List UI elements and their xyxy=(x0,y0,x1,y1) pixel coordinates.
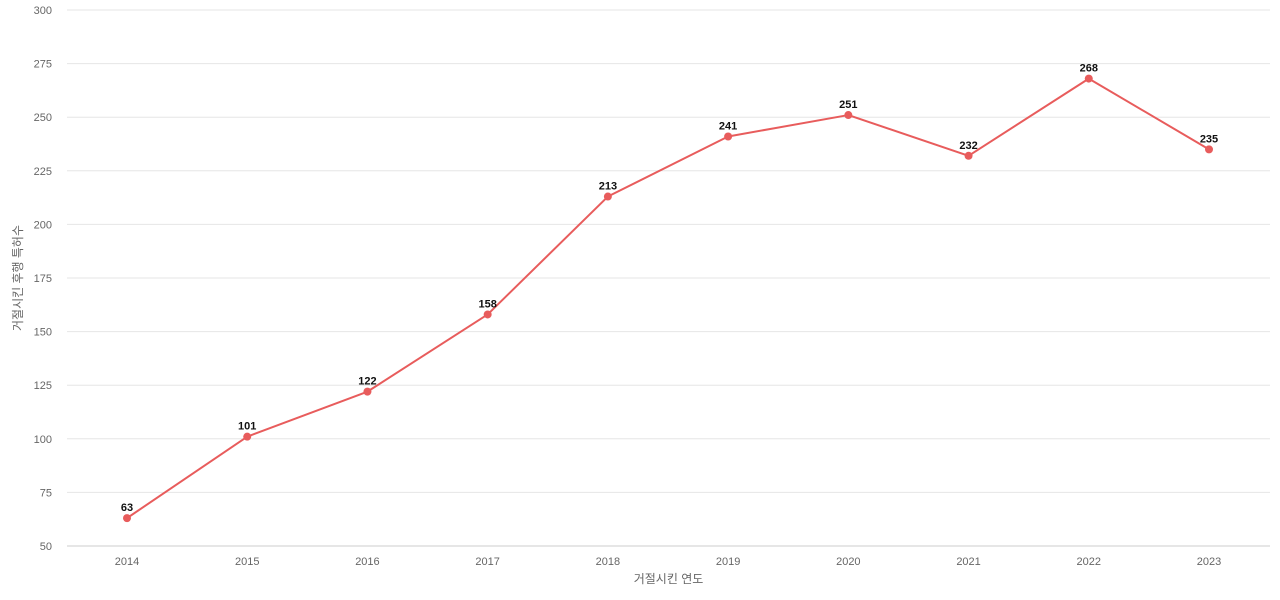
data-label: 241 xyxy=(719,120,737,132)
data-label: 63 xyxy=(121,502,133,514)
data-point[interactable] xyxy=(844,111,853,120)
y-tick-label: 200 xyxy=(34,219,52,231)
x-tick-label: 2018 xyxy=(596,556,620,568)
y-tick-label: 250 xyxy=(34,112,52,124)
data-point[interactable] xyxy=(1084,74,1093,83)
data-label: 235 xyxy=(1200,133,1218,145)
data-point[interactable] xyxy=(483,310,492,319)
x-tick-label: 2021 xyxy=(956,556,980,568)
y-tick-label: 75 xyxy=(40,487,52,499)
series-line xyxy=(126,77,1210,519)
data-point[interactable] xyxy=(1205,145,1213,154)
data-point[interactable] xyxy=(603,192,612,201)
y-tick-label: 175 xyxy=(34,273,52,285)
data-point[interactable] xyxy=(243,432,252,441)
data-label: 232 xyxy=(959,140,977,152)
y-axis-ticks: 50 75 100 125 150 175 200 225 250 275 300 xyxy=(34,5,52,553)
x-axis-title: 거절시킨 연도 xyxy=(634,572,704,586)
x-tick-label: 2017 xyxy=(475,556,499,568)
y-tick-label: 225 xyxy=(34,166,52,178)
y-tick-label: 100 xyxy=(34,434,52,446)
data-label: 122 xyxy=(358,376,376,388)
x-tick-label: 2014 xyxy=(115,556,139,568)
data-label: 101 xyxy=(238,421,256,433)
data-label: 158 xyxy=(478,298,496,310)
y-tick-label: 50 xyxy=(40,541,52,553)
x-tick-label: 2022 xyxy=(1077,556,1101,568)
x-axis-ticks: 2014 2015 2016 2017 2018 2019 2020 2021 2022 2023 xyxy=(115,556,1221,568)
data-point[interactable] xyxy=(363,387,372,396)
series-group: 63 101 122 158 213 241 251 232 268 235 xyxy=(121,63,1218,523)
x-tick-label: 2020 xyxy=(836,556,860,568)
data-point[interactable] xyxy=(123,514,131,523)
data-label: 268 xyxy=(1080,63,1098,75)
y-tick-label: 300 xyxy=(34,5,52,17)
x-tick-label: 2019 xyxy=(716,556,740,568)
x-tick-label: 2023 xyxy=(1197,556,1221,568)
data-point[interactable] xyxy=(964,151,973,160)
y-tick-label: 275 xyxy=(34,59,52,71)
grid-lines xyxy=(67,9,1270,493)
x-tick-label: 2016 xyxy=(355,556,379,568)
y-tick-label: 125 xyxy=(34,380,52,392)
data-label: 251 xyxy=(839,99,857,111)
y-tick-label: 150 xyxy=(34,327,52,339)
data-label: 213 xyxy=(599,181,617,193)
y-axis-title: 거절시킨 후행 특허수 xyxy=(10,225,25,331)
data-point[interactable] xyxy=(724,132,733,141)
x-tick-label: 2015 xyxy=(235,556,259,568)
